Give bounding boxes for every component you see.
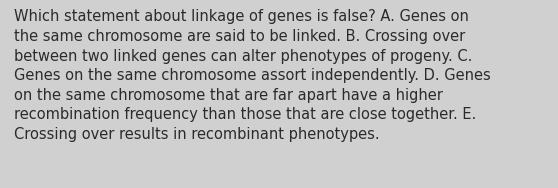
Text: Which statement about linkage of genes is false? A. Genes on
the same chromosome: Which statement about linkage of genes i… <box>14 9 490 142</box>
